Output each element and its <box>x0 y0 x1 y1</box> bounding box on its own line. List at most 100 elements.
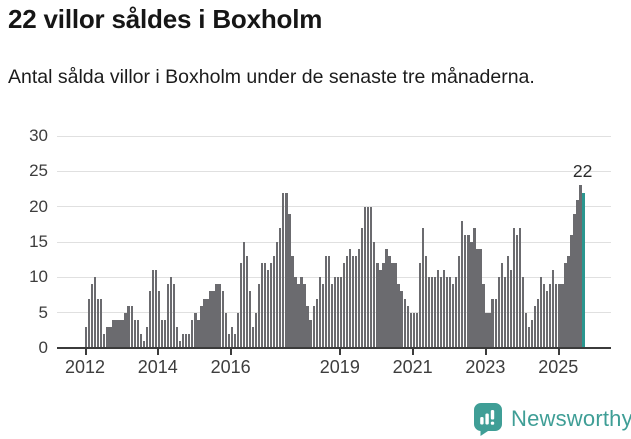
x-axis-tick-label: 2025 <box>538 357 579 377</box>
chart-subtitle: Antal sålda villor i Boxholm under de se… <box>8 66 535 88</box>
last-bar-value-label: 22 <box>572 161 593 181</box>
bar <box>109 326 112 348</box>
bar <box>257 284 261 348</box>
bar <box>118 319 121 348</box>
bar <box>200 305 203 348</box>
bar <box>418 263 421 348</box>
bar <box>409 312 412 348</box>
y-axis-tick-label: 25 <box>29 161 48 181</box>
bar <box>345 256 349 348</box>
x-axis-tick-label: 2014 <box>137 357 178 377</box>
bar <box>297 284 300 348</box>
bar <box>142 340 145 348</box>
bar <box>242 242 246 348</box>
x-axis-tick <box>157 349 160 355</box>
bar <box>139 333 142 348</box>
bar <box>527 326 531 348</box>
grid-line <box>57 206 611 208</box>
x-axis-tick <box>412 349 415 355</box>
bar <box>91 284 94 348</box>
bar <box>552 270 555 348</box>
bar <box>367 206 370 348</box>
bar <box>485 312 488 348</box>
bar <box>194 312 197 348</box>
grid-line <box>57 135 611 137</box>
chart-title: 22 villor såldes i Boxholm <box>8 4 323 34</box>
bar <box>512 227 516 348</box>
bar <box>303 284 306 348</box>
bar <box>500 263 503 348</box>
bar <box>567 256 570 348</box>
bar <box>406 305 409 348</box>
bar <box>172 284 176 348</box>
bar <box>94 277 97 348</box>
y-axis-tick-label: 30 <box>29 126 48 145</box>
bar <box>160 319 164 348</box>
bar <box>145 326 148 348</box>
bar <box>97 298 100 348</box>
bar <box>291 256 294 348</box>
bar <box>458 256 461 348</box>
bar <box>121 319 124 348</box>
bar <box>397 284 400 348</box>
bar <box>427 277 431 348</box>
bar <box>354 256 358 348</box>
bar <box>506 256 509 348</box>
bar <box>203 298 206 348</box>
bar <box>564 263 567 348</box>
bar <box>300 277 303 348</box>
grid-line <box>57 170 611 172</box>
bar <box>573 213 576 348</box>
bar <box>130 305 133 348</box>
bar <box>282 192 285 348</box>
bar <box>106 326 109 348</box>
bar <box>176 326 179 348</box>
bar <box>543 284 546 348</box>
bar <box>515 234 519 348</box>
newsworthy-logo[interactable]: Newsworthy <box>473 402 631 436</box>
bar <box>236 312 239 348</box>
bar <box>85 326 88 348</box>
bar <box>206 298 209 348</box>
bar <box>197 319 200 348</box>
bar <box>400 291 403 348</box>
bar <box>230 326 233 348</box>
bar <box>476 249 479 348</box>
bar <box>433 277 437 348</box>
bar <box>260 263 264 348</box>
bar <box>233 333 236 348</box>
bar <box>403 298 406 348</box>
highlighted-bar <box>582 192 585 348</box>
bar <box>576 199 579 348</box>
bar <box>549 284 552 348</box>
x-axis-tick-label: 2016 <box>210 357 251 377</box>
bar <box>546 291 549 348</box>
bar <box>209 291 212 348</box>
bar <box>479 249 482 348</box>
bar <box>279 227 282 348</box>
bar <box>294 277 297 348</box>
bar <box>521 277 525 348</box>
bar <box>530 319 534 348</box>
newsworthy-wordmark: Newsworthy <box>511 406 631 431</box>
bar <box>127 305 130 348</box>
bar <box>482 284 485 348</box>
bar <box>464 234 467 348</box>
bar <box>182 333 185 348</box>
bar <box>336 277 340 348</box>
bar <box>561 284 564 348</box>
bar <box>324 256 327 348</box>
bar <box>579 185 582 348</box>
bar <box>555 284 558 348</box>
bar <box>248 291 252 348</box>
bar <box>524 312 528 348</box>
y-axis-tick-label: 5 <box>38 302 48 322</box>
bar <box>157 291 161 348</box>
bar <box>382 263 385 348</box>
bar <box>533 305 537 348</box>
bar <box>421 227 424 348</box>
bar <box>267 270 270 348</box>
bar <box>276 242 279 348</box>
bar <box>188 333 191 348</box>
bar <box>312 305 315 348</box>
